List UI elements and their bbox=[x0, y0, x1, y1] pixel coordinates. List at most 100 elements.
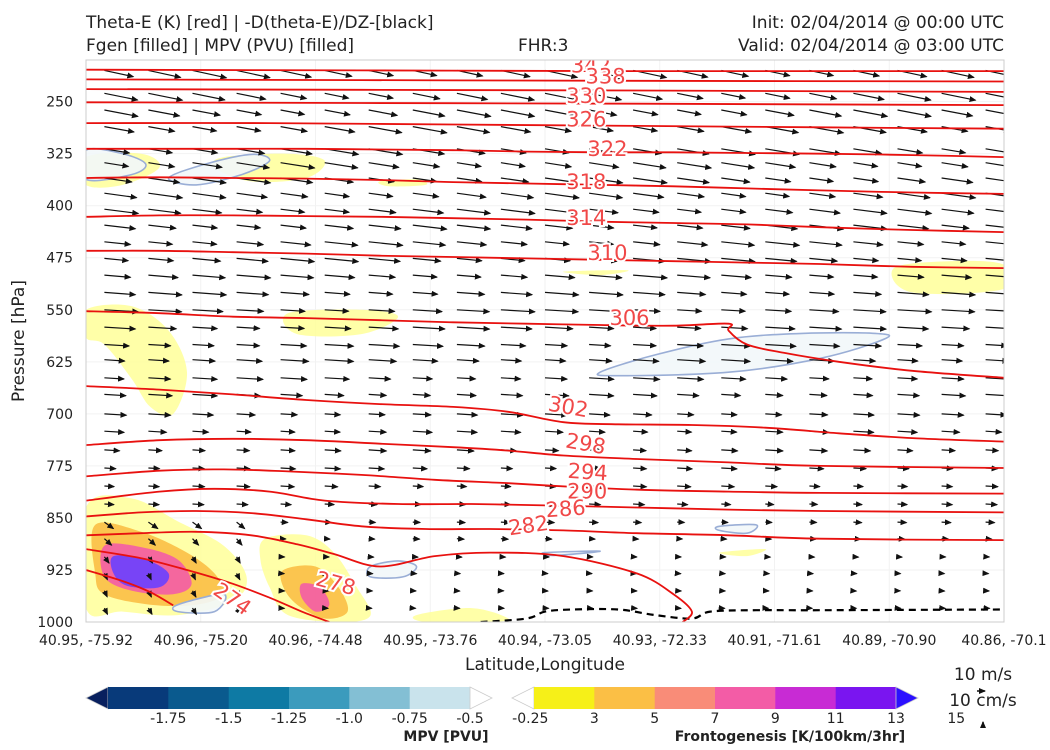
wind-vector bbox=[412, 483, 425, 490]
wind-vector bbox=[280, 224, 307, 231]
wind-vector bbox=[897, 411, 921, 418]
wind-vector bbox=[412, 273, 438, 280]
wind-vector bbox=[544, 240, 570, 247]
wind-vector bbox=[368, 375, 392, 382]
wind-vector bbox=[148, 92, 184, 102]
wind-vector bbox=[368, 92, 395, 100]
fgen-colorbar-tick: 3 bbox=[590, 711, 599, 727]
wind-vector bbox=[633, 224, 658, 231]
wind-vector bbox=[412, 429, 434, 436]
mpv-colorbar-swatch bbox=[289, 687, 350, 709]
wind-vector bbox=[324, 411, 342, 418]
wind-vector bbox=[280, 92, 308, 101]
wind-vector bbox=[412, 208, 445, 216]
y-axis-label: Pressure [hPa] bbox=[9, 280, 29, 402]
wind-vector bbox=[368, 342, 401, 349]
x-tick-label: 40.96, -74.48 bbox=[268, 633, 362, 649]
wind-vector bbox=[721, 192, 747, 199]
mpv-colorbar-tick: -1.5 bbox=[215, 711, 242, 727]
x-tick-label: 40.94, -73.05 bbox=[498, 633, 592, 649]
wind-vector bbox=[412, 192, 440, 199]
wind-vector bbox=[809, 447, 829, 454]
fgen-region bbox=[412, 608, 509, 622]
wind-vector bbox=[192, 428, 210, 435]
wind-vector bbox=[677, 274, 712, 281]
wind-vector bbox=[589, 519, 600, 526]
wind-vector bbox=[280, 342, 308, 349]
wind-vector bbox=[985, 411, 1004, 418]
wind-vector bbox=[985, 162, 1004, 167]
wind-vector bbox=[192, 392, 219, 399]
wind-vector bbox=[456, 535, 466, 542]
wind-vector bbox=[192, 162, 223, 170]
wind-vector bbox=[412, 465, 429, 472]
wind-vector bbox=[633, 428, 649, 435]
theta-e-contour-302 bbox=[86, 385, 1004, 443]
wind-vector bbox=[589, 357, 613, 364]
wind-vector bbox=[324, 192, 351, 199]
wind-vector bbox=[589, 162, 620, 170]
theta-e-contour-342 bbox=[86, 68, 1004, 73]
wind-vector bbox=[677, 342, 705, 349]
wind-vector bbox=[985, 274, 1004, 278]
theta-e-label: 326 bbox=[566, 108, 606, 132]
theta-e-label: 294 bbox=[567, 459, 609, 486]
wind-vector bbox=[324, 109, 351, 117]
wind-scale-key: 10 m/s 10 cm/s bbox=[949, 665, 1017, 728]
wind-vector bbox=[236, 325, 261, 332]
y-tick-label: 250 bbox=[46, 95, 73, 111]
forecast-hour: FHR:3 bbox=[518, 36, 569, 56]
wind-vector bbox=[765, 241, 801, 248]
theta-e-label: 306 bbox=[609, 306, 649, 330]
wind-vector bbox=[500, 224, 533, 231]
wind-vector bbox=[103, 538, 113, 546]
x-tick-label: 40.95, -75.92 bbox=[39, 633, 133, 649]
wind-vector bbox=[324, 375, 351, 382]
wind-vector bbox=[677, 501, 689, 508]
wind-vector bbox=[544, 465, 558, 472]
wind-vector bbox=[412, 447, 432, 454]
wind-vector bbox=[809, 290, 836, 297]
wind-vector bbox=[104, 240, 132, 247]
wind-vector bbox=[633, 519, 643, 526]
wind-vector bbox=[941, 162, 969, 169]
wind-vector bbox=[589, 308, 621, 315]
wind-vector bbox=[677, 483, 692, 490]
theta-e-label: 310 bbox=[587, 241, 627, 265]
mpv-colorbar-swatch bbox=[108, 687, 169, 709]
wind-vector bbox=[765, 109, 795, 118]
wind-vector bbox=[148, 483, 161, 490]
wind-vector bbox=[765, 257, 798, 264]
fgen-colorbar-swatch bbox=[594, 687, 656, 709]
wind-vector bbox=[500, 92, 536, 102]
wind-vector bbox=[721, 411, 738, 418]
wind-vector bbox=[412, 308, 443, 315]
mpv-colorbar-extend-left bbox=[85, 686, 109, 710]
wind-vectors bbox=[101, 69, 1004, 616]
wind-vector bbox=[104, 208, 140, 216]
wind-vector bbox=[324, 224, 355, 231]
wind-vector bbox=[809, 308, 840, 315]
wind-vector bbox=[985, 483, 999, 490]
wind-vector bbox=[192, 224, 219, 231]
wind-vector bbox=[721, 109, 748, 117]
wind-vector bbox=[148, 126, 176, 134]
wind-vector bbox=[677, 325, 702, 332]
wind-vector bbox=[324, 325, 352, 332]
x-tick-label: 40.96, -75.20 bbox=[154, 633, 248, 649]
wind-vector bbox=[236, 342, 261, 349]
wind-vector bbox=[897, 325, 930, 332]
wind-vector bbox=[236, 447, 251, 454]
wind-vector bbox=[633, 240, 661, 247]
wind-vector bbox=[192, 69, 228, 80]
wind-vector bbox=[897, 483, 909, 490]
wind-vector bbox=[148, 411, 172, 418]
wind-vector bbox=[589, 208, 619, 216]
theta-e-label: 314 bbox=[566, 206, 606, 230]
wind-vector bbox=[324, 208, 351, 215]
wind-vector bbox=[897, 465, 910, 472]
wind-vector bbox=[280, 162, 316, 171]
wind-vector bbox=[721, 342, 752, 349]
wind-vector bbox=[544, 447, 560, 454]
wind-vector bbox=[721, 257, 756, 265]
